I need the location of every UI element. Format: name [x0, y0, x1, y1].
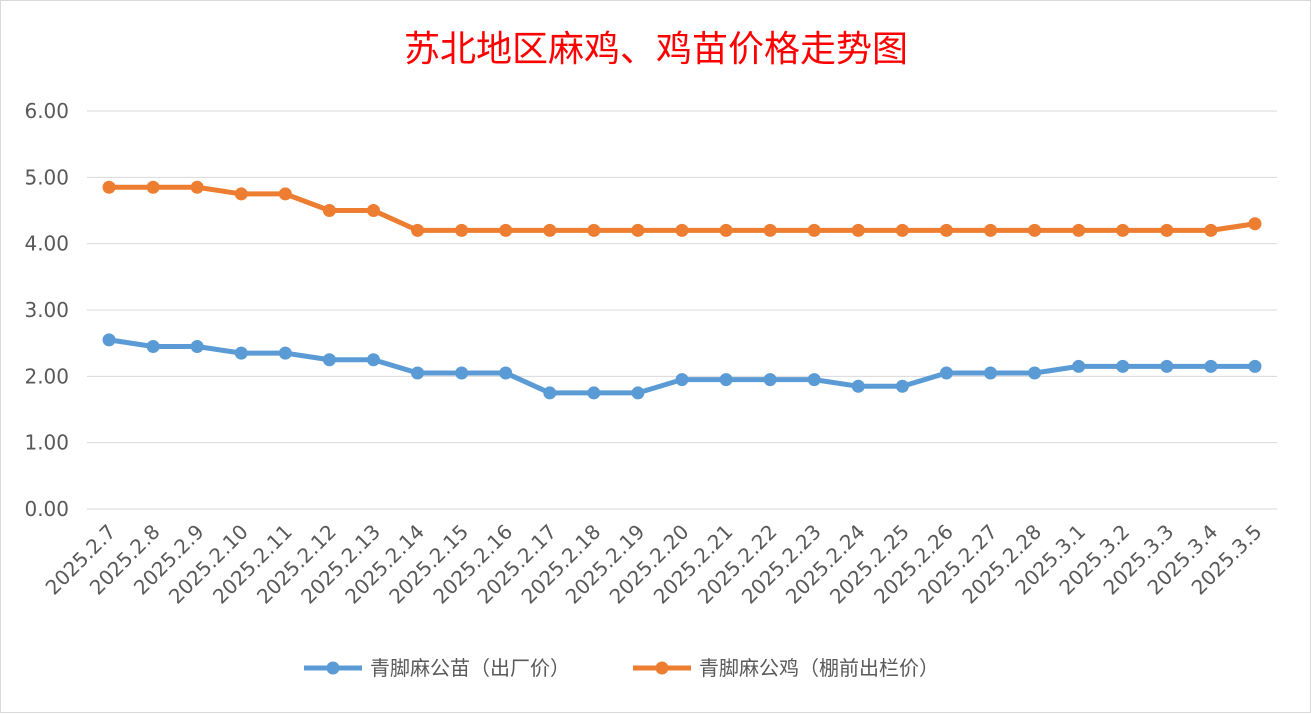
data-point — [102, 333, 116, 347]
data-point — [146, 339, 160, 353]
data-point — [455, 366, 469, 380]
y-tick-label: 1.00 — [24, 431, 69, 455]
y-axis-ticks: 0.00 1.00 2.00 3.00 4.00 5.00 6.00 — [24, 99, 69, 521]
data-point — [366, 353, 380, 367]
data-point — [587, 223, 601, 237]
data-point — [587, 386, 601, 400]
data-point — [190, 180, 204, 194]
data-point — [1116, 223, 1130, 237]
data-point — [1072, 359, 1086, 373]
data-point — [763, 373, 777, 387]
y-tick-label: 4.00 — [24, 232, 69, 256]
legend: 青脚麻公苗（出厂价） 青脚麻公鸡（棚前出栏价） — [304, 656, 939, 680]
data-point — [322, 353, 336, 367]
data-point — [366, 204, 380, 217]
data-point — [719, 373, 733, 387]
data-point — [411, 223, 425, 237]
data-point — [543, 386, 557, 400]
legend-item: 青脚麻公苗（出厂价） — [304, 656, 570, 680]
data-point — [278, 187, 292, 201]
data-point — [763, 223, 777, 237]
y-tick-label: 2.00 — [24, 364, 69, 388]
legend-item: 青脚麻公鸡（棚前出栏价） — [633, 656, 939, 680]
data-point — [499, 223, 513, 237]
data-point — [543, 223, 557, 237]
legend-swatch-marker — [655, 661, 669, 675]
data-point — [807, 373, 821, 387]
y-tick-label: 0.00 — [24, 497, 69, 521]
data-point — [1028, 366, 1042, 380]
data-point — [1160, 223, 1174, 237]
series-group — [102, 180, 1262, 400]
data-point — [455, 223, 469, 237]
data-point — [675, 373, 689, 387]
legend-label: 青脚麻公苗（出厂价） — [370, 656, 570, 680]
data-point — [631, 386, 645, 400]
data-point — [851, 379, 865, 393]
data-point — [1248, 217, 1262, 231]
legend-label: 青脚麻公鸡（棚前出栏价） — [699, 656, 939, 680]
x-axis-ticks: 2025.2.72025.2.82025.2.92025.2.102025.2.… — [41, 520, 1267, 609]
data-point — [1204, 359, 1218, 373]
series-1 — [102, 333, 1262, 400]
data-point — [499, 366, 513, 380]
data-point — [984, 366, 998, 380]
data-point — [146, 180, 160, 194]
gridlines — [87, 110, 1277, 510]
y-tick-label: 5.00 — [24, 165, 69, 189]
y-tick-label: 3.00 — [24, 298, 69, 322]
data-point — [1248, 359, 1262, 373]
data-point — [807, 223, 821, 237]
data-point — [1072, 223, 1086, 237]
data-point — [1116, 359, 1130, 373]
data-point — [190, 339, 204, 353]
data-point — [675, 223, 689, 237]
chart-title: 苏北地区麻鸡、鸡苗价格走势图 — [404, 29, 908, 70]
data-point — [984, 223, 998, 237]
data-point — [939, 366, 953, 380]
data-point — [322, 204, 336, 217]
data-point — [939, 223, 953, 237]
data-point — [102, 180, 116, 194]
data-point — [411, 366, 425, 380]
data-point — [851, 223, 865, 237]
data-point — [1204, 223, 1218, 237]
y-tick-label: 6.00 — [24, 99, 69, 123]
series-2 — [102, 180, 1262, 237]
data-point — [895, 379, 909, 393]
data-point — [234, 187, 248, 201]
data-point — [1028, 223, 1042, 237]
data-point — [631, 223, 645, 237]
data-point — [895, 223, 909, 237]
data-point — [719, 223, 733, 237]
legend-swatch-marker — [326, 661, 340, 675]
data-point — [1160, 359, 1174, 373]
data-point — [278, 346, 292, 360]
data-point — [234, 346, 248, 360]
